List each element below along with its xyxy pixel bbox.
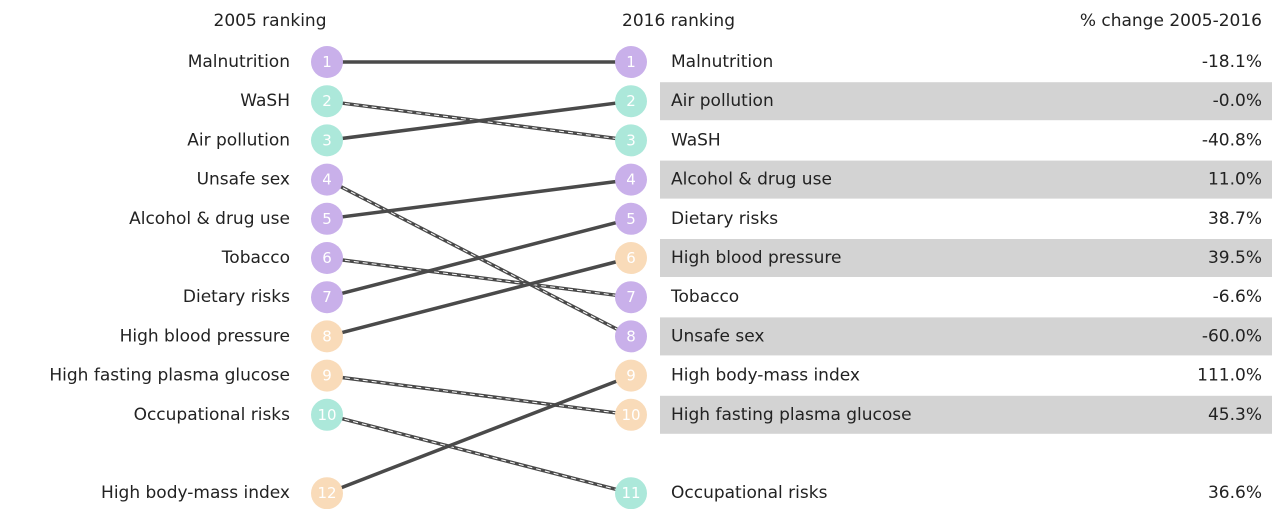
connector-dash xyxy=(326,414,632,494)
right-header: 2016 ranking xyxy=(622,11,735,31)
change-value: 11.0% xyxy=(1208,170,1262,190)
row-shade xyxy=(660,82,1272,121)
left-label: Tobacco xyxy=(221,248,290,268)
change-value: 45.3% xyxy=(1208,405,1262,425)
right-label: Dietary risks xyxy=(671,209,778,229)
left-rank: 5 xyxy=(322,210,332,228)
right-rank: 6 xyxy=(626,249,636,267)
change-value: 39.5% xyxy=(1208,248,1262,268)
connectors xyxy=(326,60,632,495)
right-rank-dot xyxy=(615,281,647,314)
change-value: -40.8% xyxy=(1202,130,1262,150)
left-rank: 9 xyxy=(322,367,332,385)
left-label: Occupational risks xyxy=(134,405,291,425)
right-label: WaSH xyxy=(671,130,721,150)
left-rank-dot xyxy=(311,242,343,274)
left-label: Unsafe sex xyxy=(197,170,290,190)
right-label: High blood pressure xyxy=(671,248,841,268)
right-rank: 4 xyxy=(626,171,636,189)
right-rank: 3 xyxy=(626,131,636,149)
left-rank-dot xyxy=(311,163,343,196)
left-rank: 1 xyxy=(322,53,332,71)
left-rank-dot xyxy=(311,359,343,392)
connector-dash xyxy=(326,257,632,298)
left-rank: 7 xyxy=(322,288,332,306)
left-rank: 10 xyxy=(317,406,336,424)
left-rank-dot xyxy=(311,124,343,157)
connector xyxy=(326,256,632,339)
left-rank-dot xyxy=(311,46,343,78)
left-rank-dot xyxy=(311,477,343,510)
right-label: Malnutrition xyxy=(671,52,773,72)
left-rank-dot xyxy=(311,398,343,431)
right-rank-dot xyxy=(615,202,647,235)
left-rank-dot xyxy=(311,202,343,235)
right-label: Tobacco xyxy=(670,287,739,307)
right-rank: 10 xyxy=(621,406,640,424)
right-rank-dot xyxy=(615,477,647,510)
right-rank: 11 xyxy=(621,484,640,502)
right-rank-dot xyxy=(615,359,647,392)
left-label: High fasting plasma glucose xyxy=(49,366,290,386)
right-label: Air pollution xyxy=(671,91,774,111)
right-label: Occupational risks xyxy=(671,483,828,503)
right-rank-dot xyxy=(615,398,647,431)
change-value: -18.1% xyxy=(1202,52,1262,72)
row-shade xyxy=(660,395,1272,434)
left-label: High body-mass index xyxy=(101,483,290,503)
right-rank: 5 xyxy=(626,210,636,228)
right-rank: 2 xyxy=(626,92,636,110)
right-rank: 9 xyxy=(626,367,636,385)
right-label: High body-mass index xyxy=(671,366,860,386)
right-label: Alcohol & drug use xyxy=(671,170,832,190)
right-rank-dot xyxy=(615,124,647,157)
right-rank: 8 xyxy=(626,327,636,345)
left-rank-dot xyxy=(311,85,343,118)
left-rank: 6 xyxy=(322,249,332,267)
left-rank: 12 xyxy=(317,484,336,502)
change-value: 38.7% xyxy=(1208,209,1262,229)
change-header: % change 2005-2016 xyxy=(1080,11,1262,31)
right-rank-dot xyxy=(615,242,647,274)
connector-dash xyxy=(326,375,632,416)
left-rank: 2 xyxy=(322,92,332,110)
right-rank-dot xyxy=(615,320,647,353)
left-rank: 4 xyxy=(322,171,332,189)
left-rank-dot xyxy=(311,320,343,353)
change-value: 111.0% xyxy=(1197,366,1262,386)
right-label: High fasting plasma glucose xyxy=(671,405,912,425)
right-rank-dot xyxy=(615,163,647,196)
left-header: 2005 ranking xyxy=(214,11,327,31)
change-value: -60.0% xyxy=(1202,326,1262,346)
left-label: Malnutrition xyxy=(188,52,290,72)
left-label: Alcohol & drug use xyxy=(129,209,290,229)
right-rank: 1 xyxy=(626,53,636,71)
right-rank: 7 xyxy=(626,288,636,306)
row-shade xyxy=(660,160,1272,199)
connector xyxy=(326,177,632,221)
change-value: 36.6% xyxy=(1208,483,1262,503)
connector xyxy=(326,99,632,143)
left-label: High blood pressure xyxy=(120,326,290,346)
right-label: Unsafe sex xyxy=(671,326,764,346)
change-value: -6.6% xyxy=(1213,287,1262,307)
connector xyxy=(326,373,632,495)
change-value: -0.0% xyxy=(1213,91,1262,111)
right-rank-dot xyxy=(615,85,647,118)
left-rank-dot xyxy=(311,281,343,314)
connector xyxy=(326,217,632,299)
right-rank-dot xyxy=(615,46,647,78)
left-label: WaSH xyxy=(240,91,290,111)
row-shade xyxy=(660,239,1272,277)
row-shade xyxy=(660,317,1272,356)
left-rank: 3 xyxy=(322,131,332,149)
left-label: Air pollution xyxy=(187,130,290,150)
left-rank: 8 xyxy=(322,327,332,345)
left-label: Dietary risks xyxy=(183,287,290,307)
